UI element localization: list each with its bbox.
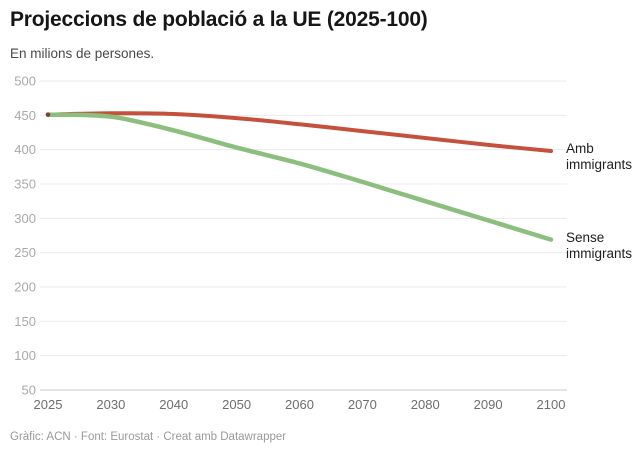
x-axis-label: 2040 <box>159 397 188 412</box>
y-axis-label: 450 <box>14 108 36 123</box>
x-axis-label: 2080 <box>411 397 440 412</box>
x-axis-label: 2060 <box>285 397 314 412</box>
x-axis-label: 2070 <box>348 397 377 412</box>
footer-attribution: Gràfic: ACN · Font: Eurostat · Creat amb… <box>10 431 287 443</box>
y-axis-label: 350 <box>14 177 36 192</box>
y-axis-label: 50 <box>22 383 36 398</box>
chart-subtitle: En milions de persones. <box>10 46 155 61</box>
series-label-line: Sense <box>566 229 605 245</box>
series-label-line: immigrants <box>566 245 633 261</box>
series-line-amb-immigrants <box>46 111 553 153</box>
y-axis-label: 500 <box>14 74 36 89</box>
series-label-amb-immigrants: Amb immigrants <box>566 141 632 173</box>
series-label-sense-immigrants: Sense immigrants <box>566 230 632 262</box>
page-title: Projeccions de població a la UE (2025-10… <box>10 8 428 31</box>
y-axis-label: 400 <box>14 142 36 157</box>
y-axis-label: 200 <box>14 280 36 295</box>
x-axis-label: 2090 <box>474 397 503 412</box>
series-start-dot <box>45 112 51 117</box>
y-axis-label: 300 <box>14 211 36 226</box>
x-axis-label: 2100 <box>537 397 566 412</box>
y-axis-label: 100 <box>14 348 36 363</box>
x-axis-label: 2050 <box>222 397 251 412</box>
series-label-line: Amb <box>566 141 594 157</box>
series-label-line: immigrants <box>566 157 633 173</box>
series-line-sense-immigrants <box>45 112 554 242</box>
y-axis-label: 150 <box>14 314 36 329</box>
y-axis-label: 250 <box>14 245 36 260</box>
x-axis-label: 2025 <box>34 397 63 412</box>
x-axis-label: 2030 <box>96 397 125 412</box>
